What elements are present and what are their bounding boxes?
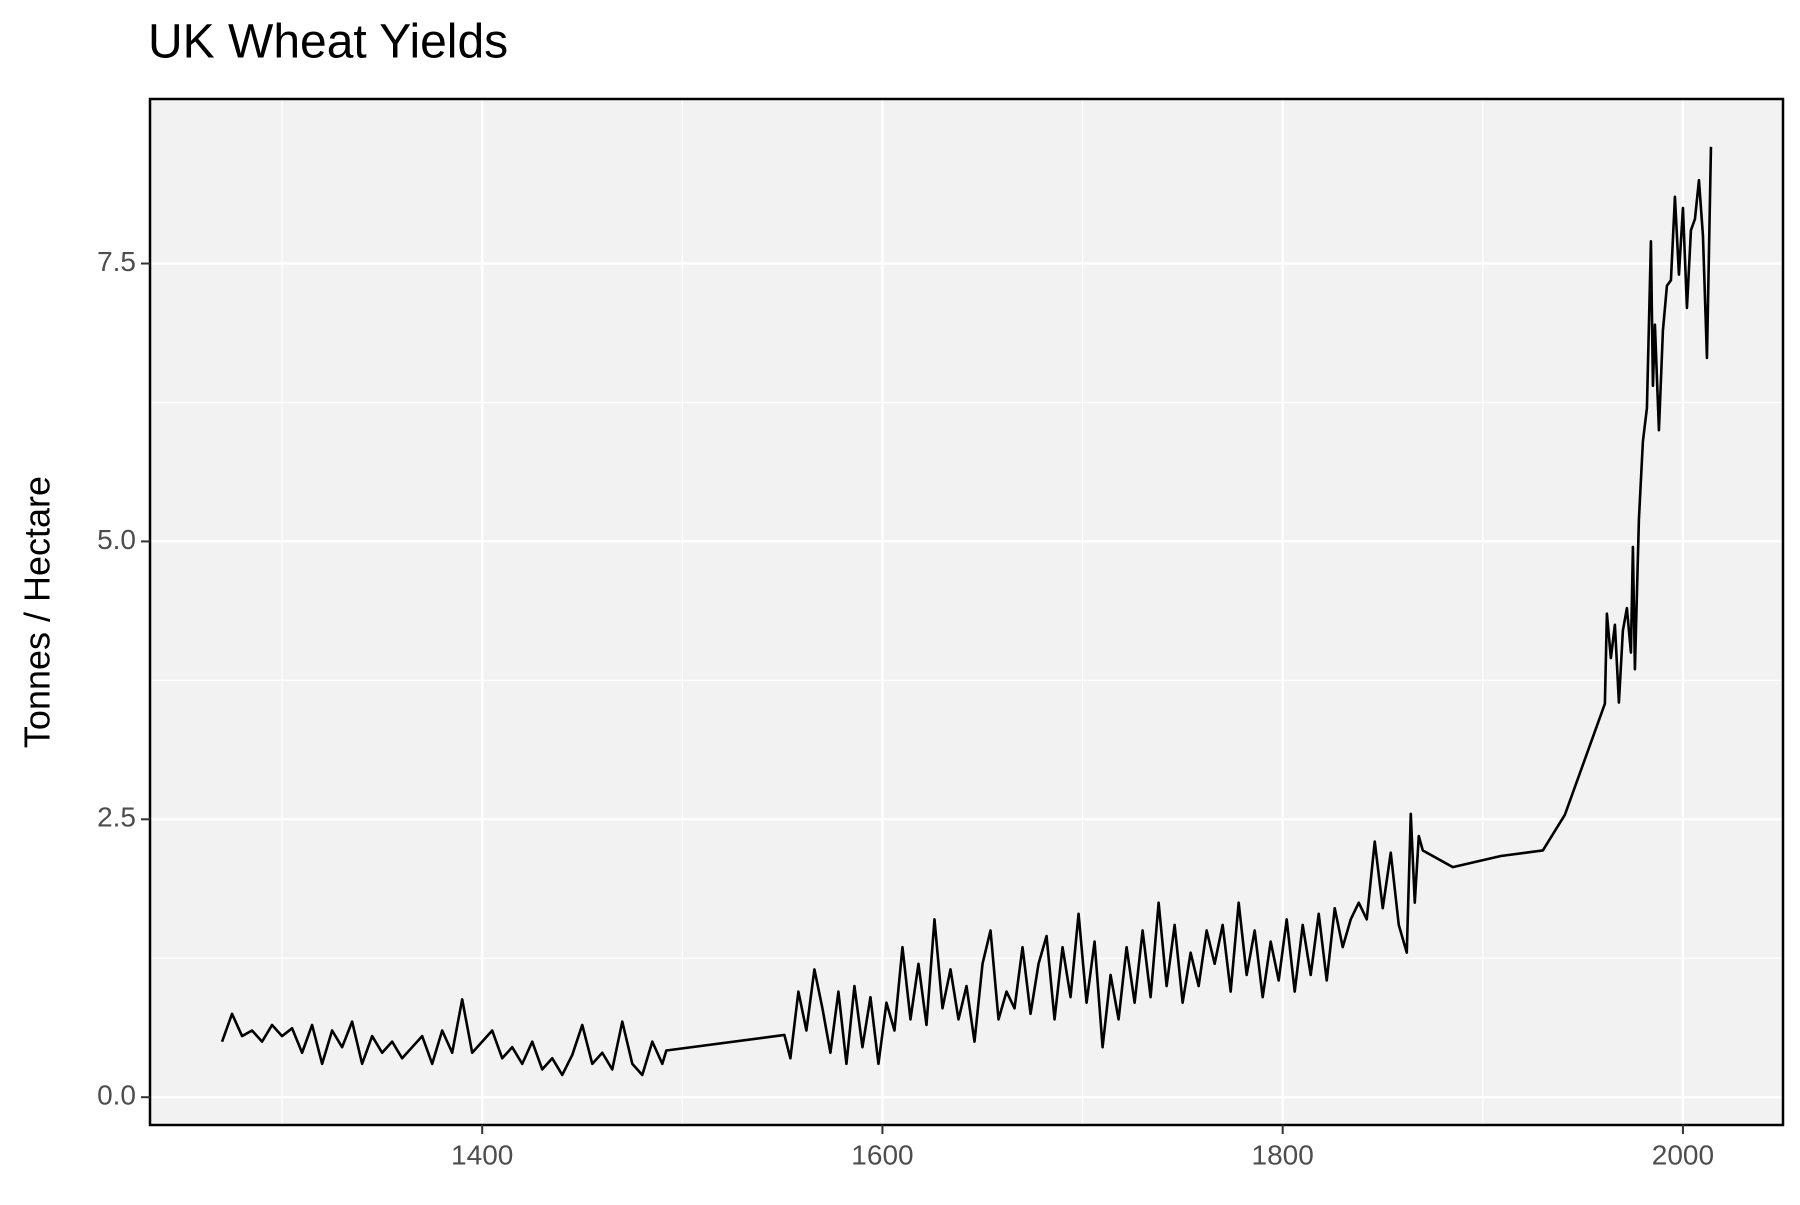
y-tick-label: 7.5 bbox=[97, 246, 136, 277]
x-tick-label: 1400 bbox=[451, 1139, 513, 1170]
chart-title: UK Wheat Yields bbox=[148, 16, 508, 69]
panel bbox=[150, 99, 1783, 1125]
x-tick-label: 2000 bbox=[1652, 1139, 1714, 1170]
y-tick-label: 0.0 bbox=[97, 1080, 136, 1111]
x-tick-label: 1800 bbox=[1252, 1139, 1314, 1170]
panel-border bbox=[148, 97, 1785, 1127]
x-tick-label: 1600 bbox=[851, 1139, 913, 1170]
y-tick-label: 5.0 bbox=[97, 524, 136, 555]
data-line bbox=[220, 146, 1713, 1077]
plot bbox=[220, 146, 1713, 1077]
y-tick-label: 2.5 bbox=[97, 802, 136, 833]
y-axis-label: Tonnes / Hectare bbox=[17, 476, 58, 748]
grid bbox=[150, 99, 1783, 1125]
